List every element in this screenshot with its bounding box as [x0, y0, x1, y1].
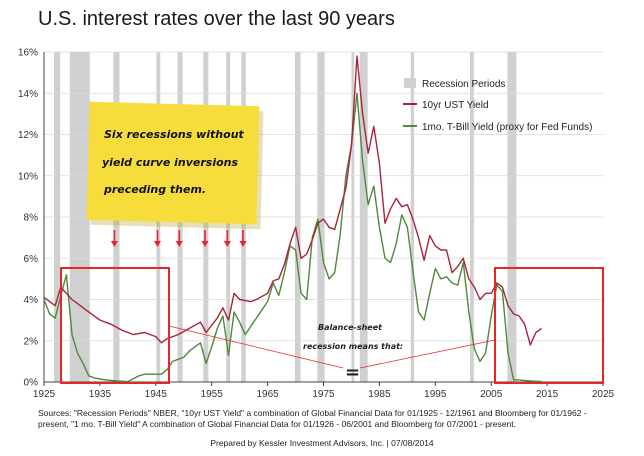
y-tick-label: 0%	[24, 378, 39, 389]
y-tick-label: 10%	[18, 171, 38, 182]
y-tick-label: 6%	[24, 254, 39, 265]
x-tick-label: 2015	[536, 389, 559, 400]
x-tick-label: 2025	[592, 389, 615, 400]
highlight-box-2008	[494, 267, 604, 384]
legend: Recession Periods 10yr UST Yield 1mo. T-…	[403, 78, 592, 133]
x-tick-label: 1975	[312, 389, 335, 400]
sticky-note-line-2: yield curve inversions	[102, 156, 238, 169]
x-tick-label: 1925	[33, 389, 56, 400]
legend-tbill-label: 1mo. T-Bill Yield (proxy for Fed Funds)	[422, 122, 592, 133]
arrow-head-icon	[110, 241, 118, 247]
series-line-1mo-tbill	[43, 92, 542, 383]
legend-ust-label: 10yr UST Yield	[422, 100, 489, 111]
sticky-note-paper	[86, 101, 260, 225]
connector-line-left	[168, 325, 344, 369]
arrow-head-icon	[201, 241, 209, 247]
legend-recession-label: Recession Periods	[422, 79, 505, 90]
y-tick-label: 2%	[24, 336, 39, 347]
legend-recession-swatch	[404, 78, 416, 88]
x-tick-label: 1965	[256, 389, 279, 400]
sources-note: Sources: "Recession Periods" NBER, "10yr…	[38, 408, 587, 429]
y-tick-label: 14%	[18, 89, 38, 100]
recession-arrows	[110, 230, 247, 247]
x-tick-label: 1995	[424, 389, 447, 400]
annotation-equals: =	[345, 362, 360, 383]
y-tick-label: 4%	[24, 295, 39, 306]
annotation-line-2: recession means that:	[303, 342, 403, 351]
arrow-head-icon	[175, 241, 183, 247]
x-tick-label: 1945	[145, 389, 168, 400]
x-tick-label: 2005	[480, 389, 503, 400]
highlight-box-1930s	[60, 267, 170, 384]
arrow-head-icon	[239, 241, 247, 247]
arrow-head-icon	[223, 241, 231, 247]
x-tick-label: 1955	[201, 389, 224, 400]
x-tick-label: 1985	[368, 389, 391, 400]
prepared-by: Prepared by Kessler Investment Advisors,…	[210, 438, 434, 448]
connector-line-right	[359, 339, 496, 369]
sticky-note-line-3: preceding them.	[103, 183, 206, 196]
y-tick-label: 12%	[18, 130, 38, 141]
series-line-10yr-ust	[43, 55, 542, 346]
y-tick-label: 8%	[24, 213, 39, 224]
chart: 0% 2% 4% 6% 8% 10% 12% 14% 16% 1925 1935 1945 1955 19…	[18, 48, 615, 401]
y-tick-label: 16%	[18, 48, 38, 59]
x-tick-label: 1935	[89, 389, 112, 400]
sticky-note: Six recessions without yield curve inver…	[86, 101, 264, 230]
series-lines	[43, 55, 542, 383]
arrow-head-icon	[153, 241, 161, 247]
page-title: U.S. interest rates over the last 90 yea…	[38, 8, 395, 30]
sticky-note-line-1: Six recessions without	[104, 128, 245, 141]
annotation-line-1: Balance-sheet	[318, 323, 383, 332]
